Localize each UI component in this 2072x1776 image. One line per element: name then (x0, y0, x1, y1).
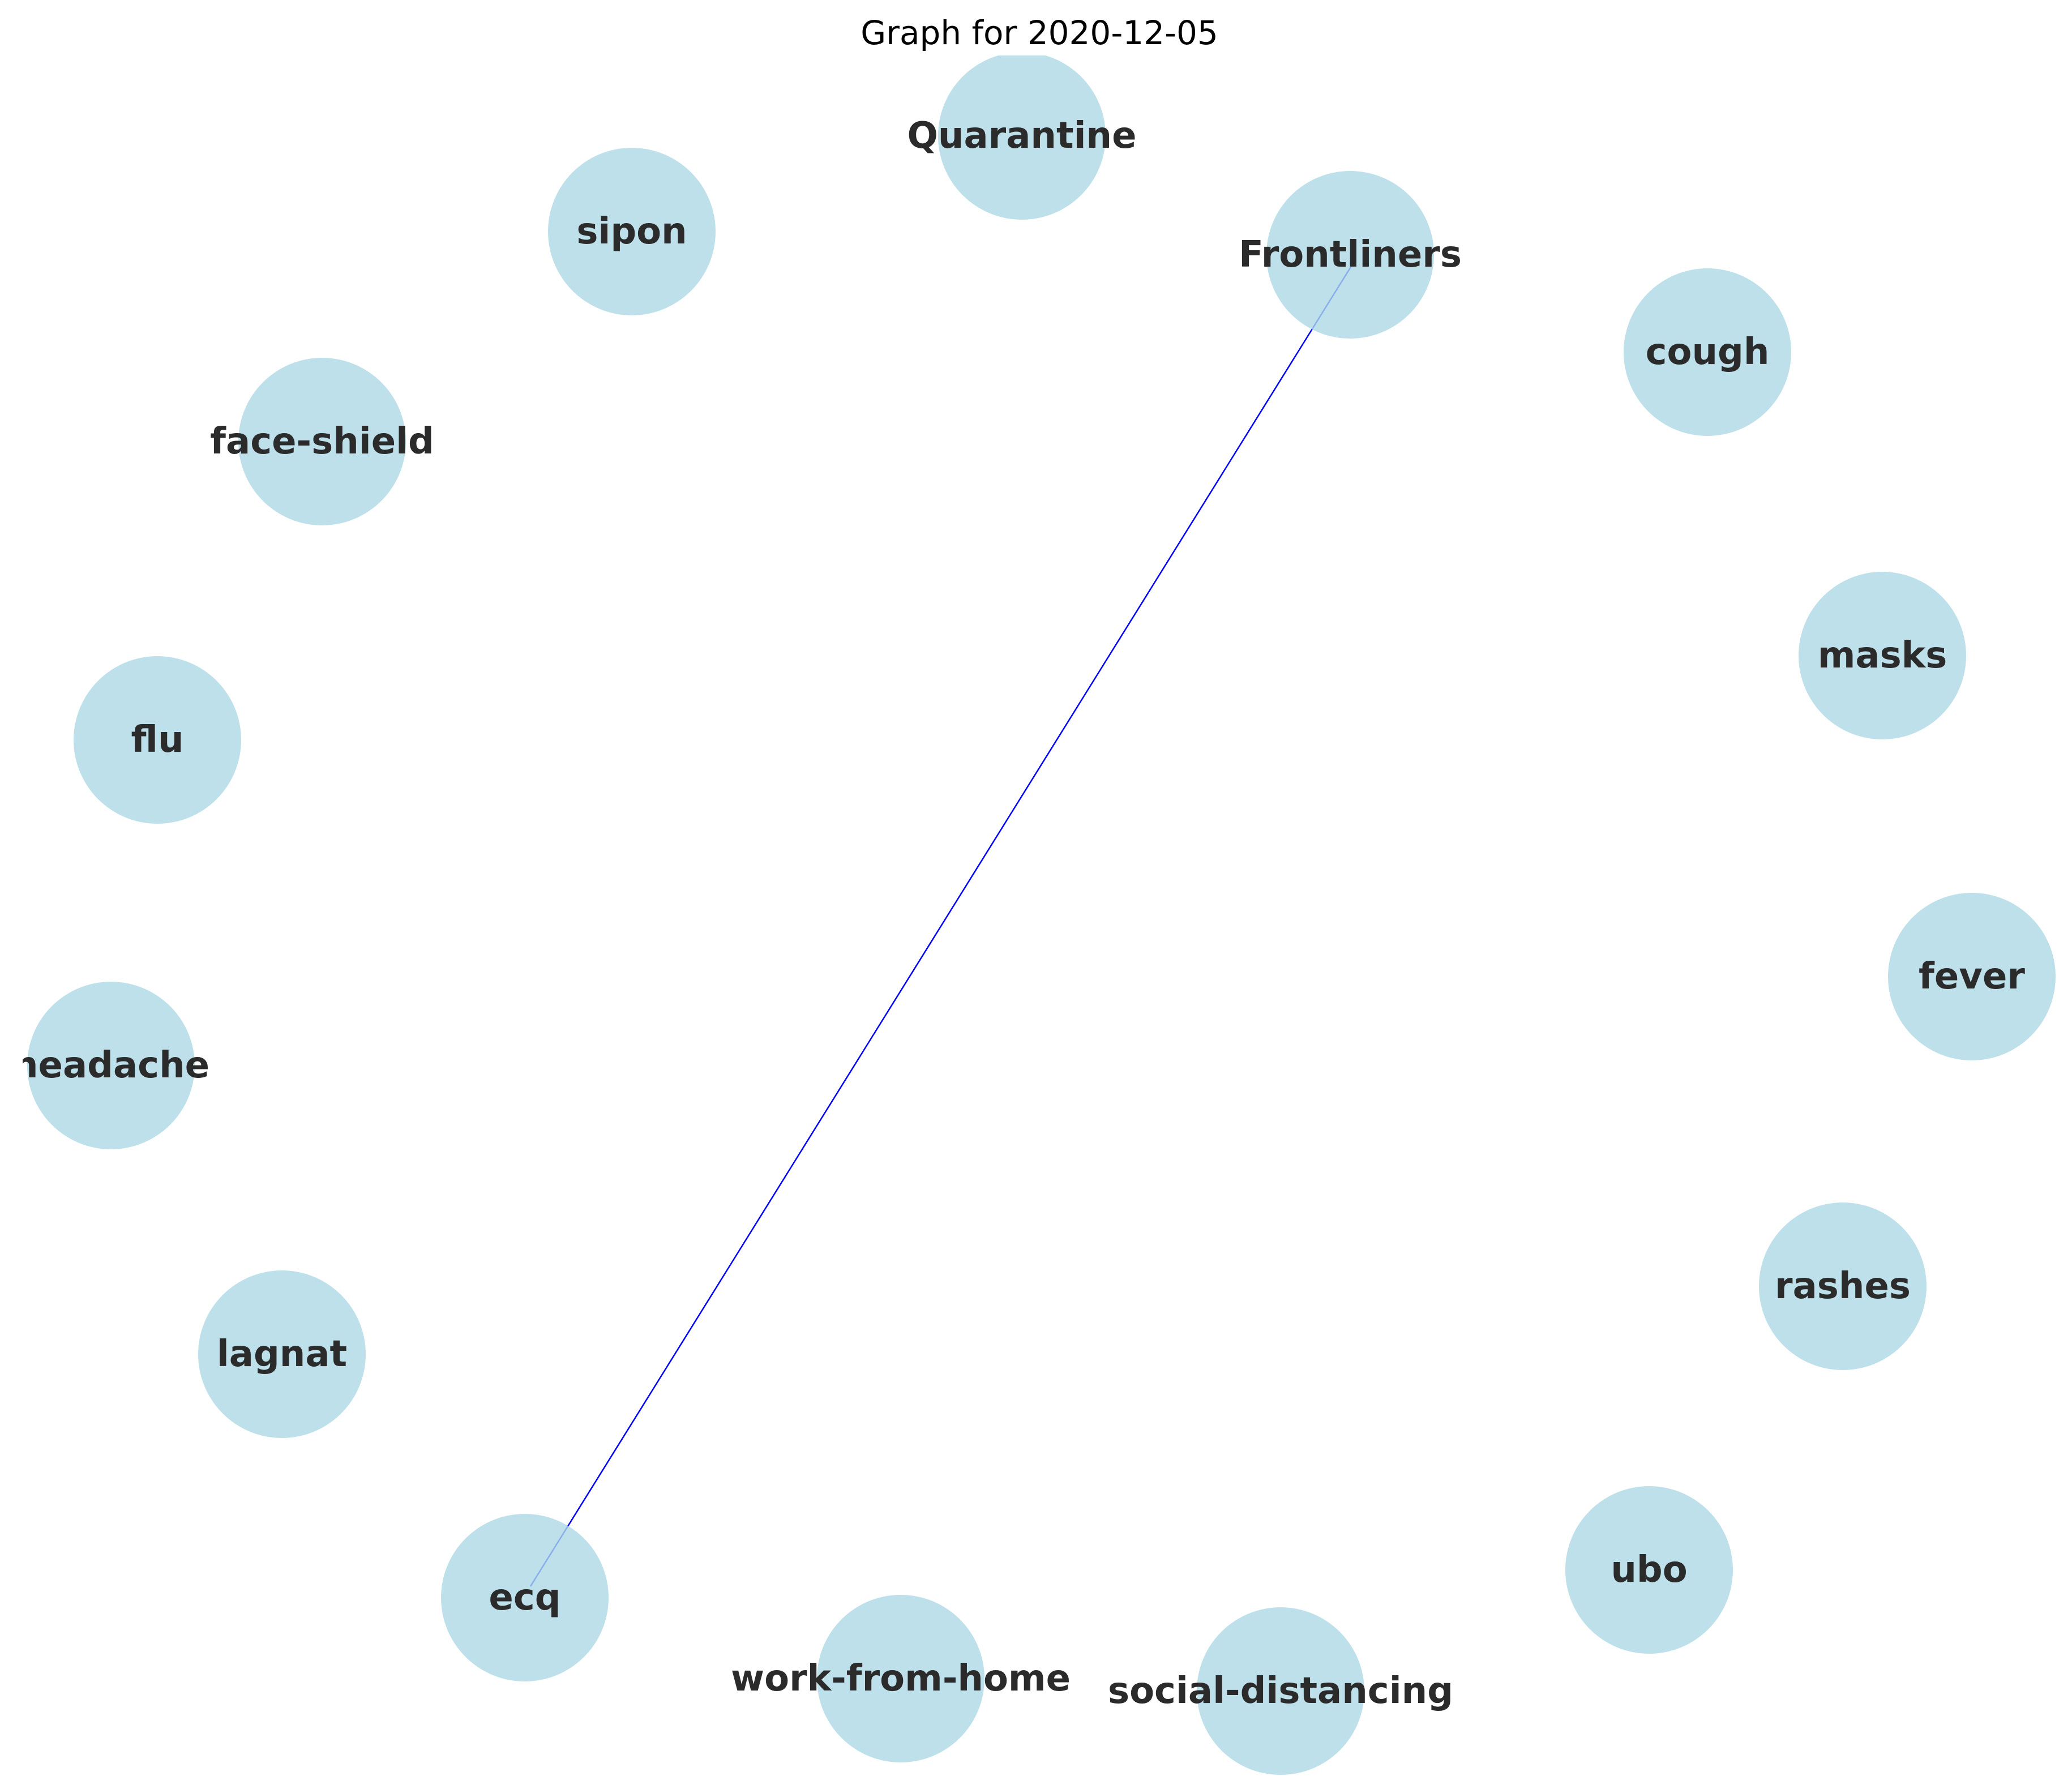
node-label-frontliners: Frontliners (1239, 234, 1462, 276)
node-sipon (548, 148, 716, 315)
node-label-ecq: ecq (489, 1577, 560, 1619)
node-flu (74, 656, 241, 824)
node-label-rashes: rashes (1775, 1265, 1911, 1307)
node-label-fever: fever (1919, 956, 2025, 998)
edge-frontliners-ecq (529, 266, 1352, 1587)
node-ecq (441, 1514, 609, 1681)
node-fever (1888, 893, 2056, 1060)
node-face-shield (238, 358, 406, 525)
node-cough (1624, 268, 1791, 436)
node-social-distancing (1197, 1607, 1364, 1775)
node-lagnat (198, 1270, 366, 1438)
node-label-quarantine: Quarantine (907, 115, 1137, 157)
graph-title: Graph for 2020-12-05 (861, 14, 1218, 52)
node-masks (1799, 572, 1966, 739)
node-label-sipon: sipon (576, 211, 687, 253)
node-label-headache: headache (12, 1045, 209, 1086)
node-label-face-shield: face-shield (210, 421, 434, 463)
node-label-work-from-home: work-from-home (731, 1658, 1071, 1700)
edges-layer (529, 266, 1352, 1587)
node-headache (27, 982, 195, 1149)
node-label-lagnat: lagnat (217, 1333, 347, 1375)
node-work-from-home (817, 1595, 984, 1762)
node-label-social-distancing: social-distancing (1108, 1670, 1453, 1712)
node-rashes (1759, 1202, 1927, 1370)
node-frontliners (1266, 171, 1434, 339)
node-label-masks: masks (1818, 635, 1947, 677)
node-quarantine (938, 55, 1106, 220)
node-label-cough: cough (1646, 331, 1770, 373)
node-label-ubo: ubo (1611, 1549, 1687, 1591)
node-label-flu: flu (131, 719, 184, 761)
node-ubo (1565, 1486, 1733, 1654)
nodes-layer: Quarantine Frontliners cough masks fever rash… (12, 55, 2056, 1775)
